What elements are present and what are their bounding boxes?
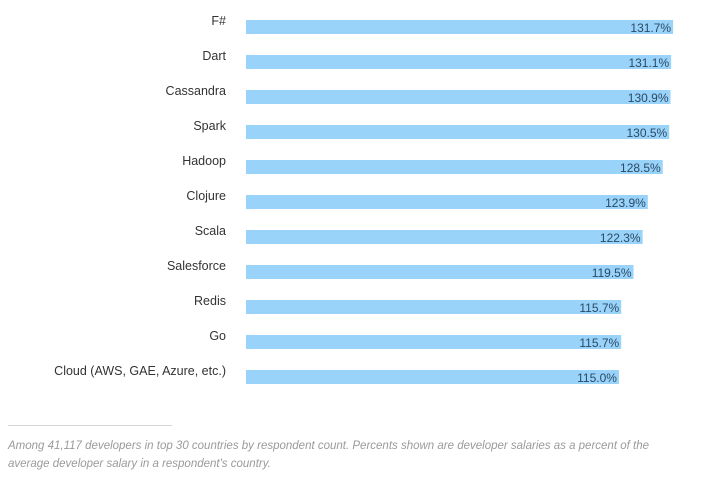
bar-2 (246, 90, 671, 104)
footnote-divider (8, 425, 172, 426)
value-label: 119.5% (592, 266, 632, 280)
bar-3 (246, 125, 670, 139)
bars-layer (246, 20, 674, 384)
value-label: 115.7% (579, 336, 619, 350)
bar-8 (246, 300, 622, 314)
value-labels: 131.7% 131.1% 130.9% 130.5% 128.5% 123.9% 122.… (577, 21, 671, 385)
bar-7 (246, 265, 634, 279)
bar-0 (246, 20, 674, 34)
value-label: 131.7% (630, 21, 671, 35)
category-label: Clojure (186, 189, 226, 203)
category-label: Redis (194, 294, 226, 308)
value-label: 131.1% (628, 56, 669, 70)
bar-1 (246, 55, 672, 69)
value-label: 115.7% (579, 301, 619, 315)
bar-10 (246, 370, 619, 384)
value-label: 115.0% (577, 371, 617, 385)
category-label: Cloud (AWS, GAE, Azure, etc.) (54, 364, 226, 378)
category-label: F# (211, 14, 226, 28)
category-label: Dart (202, 49, 226, 63)
category-labels: F# Dart Cassandra Spark Hadoop Clojure Scala Sa… (54, 14, 227, 378)
category-label: Hadoop (182, 154, 226, 168)
value-label: 123.9% (605, 196, 646, 210)
value-label: 130.5% (627, 126, 668, 140)
category-label: Go (209, 329, 226, 343)
category-label: Scala (195, 224, 226, 238)
bar-chart: F# Dart Cassandra Spark Hadoop Clojure Scala Sa… (54, 14, 674, 385)
bar-9 (246, 335, 622, 349)
value-label: 128.5% (620, 161, 661, 175)
category-label: Cassandra (166, 84, 226, 98)
bar-5 (246, 195, 648, 209)
value-label: 130.9% (628, 91, 669, 105)
bar-6 (246, 230, 643, 244)
chart-footnote: Among 41,117 developers in top 30 countr… (8, 440, 649, 470)
category-label: Salesforce (167, 259, 226, 273)
category-label: Spark (193, 119, 226, 133)
value-label: 122.3% (600, 231, 641, 245)
bar-4 (246, 160, 663, 174)
